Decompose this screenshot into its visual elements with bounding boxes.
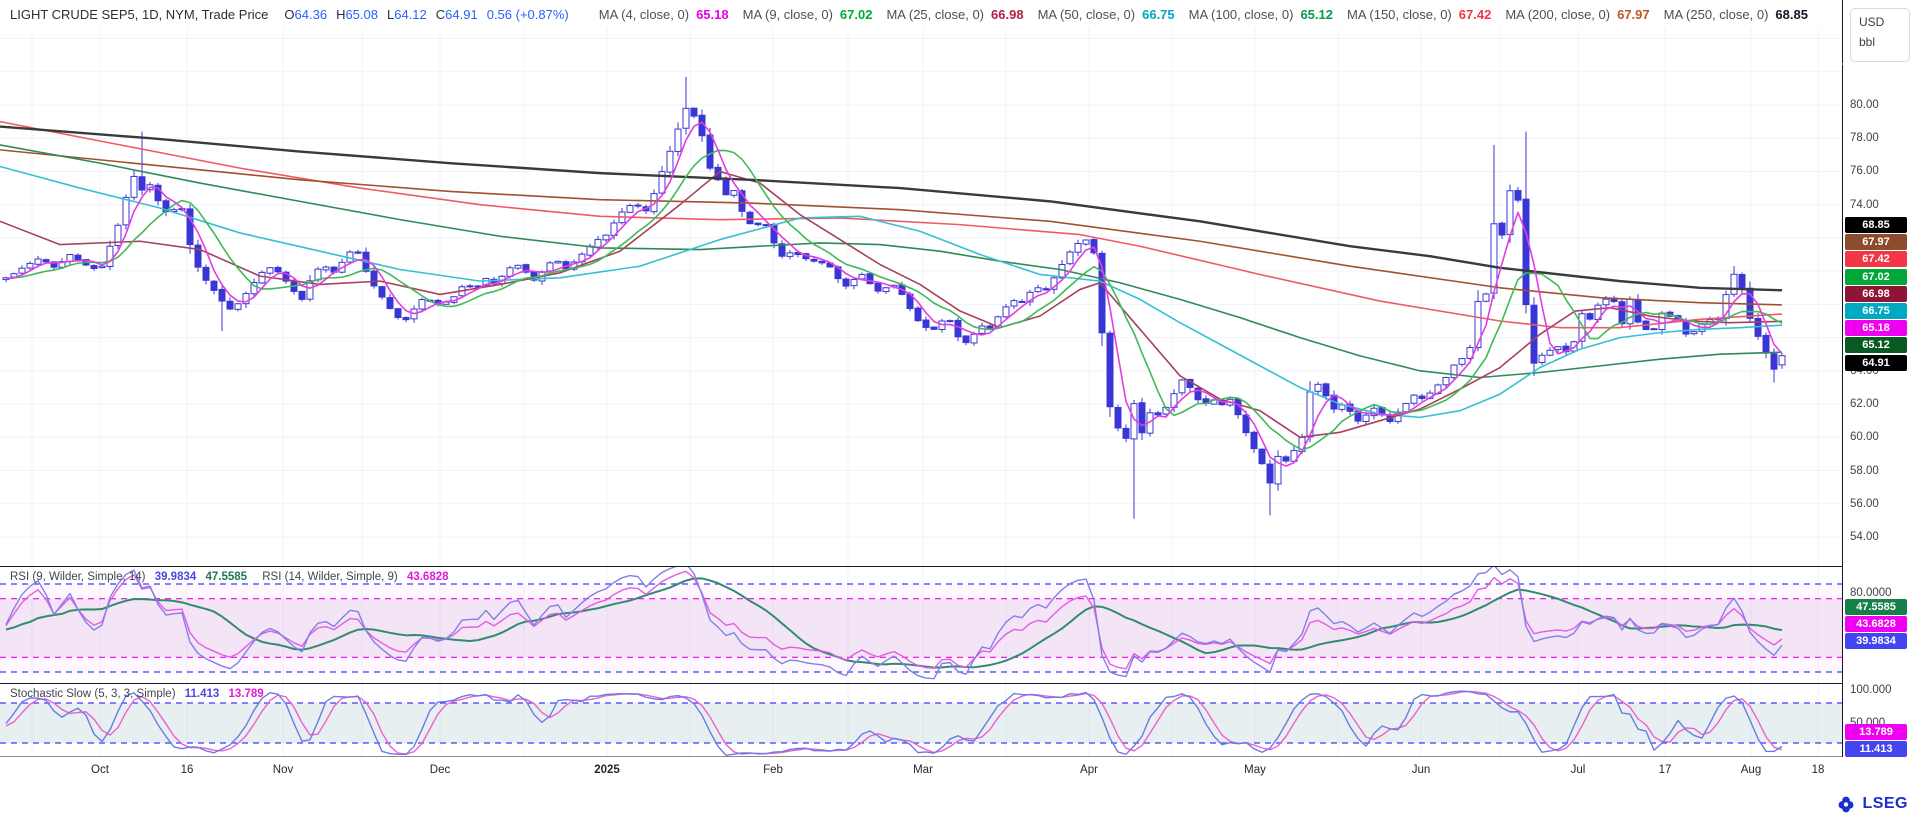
ma-legend-item[interactable]: MA (25, close, 0) 66.98 (886, 6, 1024, 22)
change-readout: 0.56 (+0.87%) (486, 6, 569, 22)
stoch-k-value: 11.413 (184, 688, 220, 700)
time-label: 18 (1811, 764, 1825, 776)
time-label: 16 (180, 764, 194, 776)
rsi-pane (0, 567, 1842, 680)
rsi9-value: 39.9834 (154, 571, 197, 583)
time-label: Feb (763, 764, 783, 776)
ma-legend-item[interactable]: MA (9, close, 0) 67.02 (742, 6, 873, 22)
rsi14-line (5, 570, 1783, 670)
time-label: May (1244, 764, 1266, 776)
time-label: Mar (913, 764, 933, 776)
low-value: L64.12 (387, 6, 427, 22)
chart-legend-bar: LIGHT CRUDE SEP5, 1D, NYM, Trade Price O… (0, 0, 1850, 28)
time-label: Jun (1411, 764, 1431, 776)
ma-legend-item[interactable]: MA (100, close, 0) 65.12 (1188, 6, 1333, 22)
high-value: H65.08 (336, 6, 378, 22)
stochastic-chip: 11.413 (1845, 741, 1907, 757)
price-chip: 65.18 (1845, 320, 1907, 337)
ma-100-line (0, 144, 1783, 379)
price-chip: 66.75 (1845, 303, 1907, 319)
price-chip: 64.91 (1845, 354, 1907, 371)
time-label: Nov (272, 764, 294, 776)
unit-label: bbl (1859, 35, 1876, 49)
time-label: Oct (91, 764, 109, 776)
price-tick: 80.00 (1850, 99, 1879, 111)
time-label: Aug (1740, 764, 1762, 776)
stochastic-chip: 13.789 (1845, 724, 1907, 740)
lseg-logo: LSEG (1835, 793, 1908, 815)
ma-legend-item[interactable]: MA (4, close, 0) 65.18 (598, 6, 729, 22)
price-chip: 68.85 (1845, 217, 1907, 233)
ma-legend-item[interactable]: MA (50, close, 0) 66.75 (1037, 6, 1175, 22)
stochastic-legend-label: Stochastic Slow (5, 3, 3, Simple) (10, 688, 176, 700)
rsi-legend-label: RSI (9, Wilder, Simple, 14) (10, 571, 146, 583)
price-chip: 67.02 (1845, 268, 1907, 285)
time-label: 17 (1658, 764, 1672, 776)
price-chip: 65.12 (1845, 337, 1907, 354)
rsi-legend[interactable]: RSI (9, Wilder, Simple, 14) 39.9834 47.5… (10, 571, 449, 583)
price-tick: 56.00 (1850, 497, 1879, 510)
close-value: C64.91 (435, 6, 478, 22)
price-tick: 60.00 (1850, 431, 1879, 444)
rsi-chip: 47.5585 (1845, 599, 1907, 615)
rsi9-line (5, 567, 1783, 680)
time-label: Apr (1080, 764, 1098, 776)
time-axis[interactable]: Oct 16 Nov Dec 2025 Feb Mar Apr May Jun Jul 17 Aug 18 (0, 757, 1916, 783)
price-tick: 74.00 (1850, 198, 1879, 211)
symbol-title[interactable]: LIGHT CRUDE SEP5, 1D, NYM, Trade Price (10, 6, 269, 22)
rsi14-legend-label: RSI (14, Wilder, Simple, 9) (262, 571, 398, 583)
stoch-d-value: 13.789 (228, 688, 264, 700)
ma-4-line (5, 121, 1783, 467)
rsi-chip: 43.6828 (1845, 616, 1907, 632)
price-tick: 54.00 (1850, 530, 1879, 543)
price-tick: 62.00 (1850, 398, 1879, 411)
price-tick: 76.00 (1850, 165, 1879, 178)
ma-legend-item[interactable]: MA (250, close, 0) 68.85 (1663, 6, 1808, 22)
time-label: 2025 (594, 764, 620, 776)
price-tick: 58.00 (1850, 464, 1879, 477)
moving-average-lines (0, 120, 1783, 467)
open-value: O64.36 (284, 6, 328, 22)
unit-box[interactable]: USD bbl (1850, 8, 1910, 62)
ma-150-line (0, 120, 1783, 329)
lseg-lion-icon (1839, 796, 1854, 813)
time-label: Dec (429, 764, 451, 776)
ma-200-line (0, 149, 1783, 306)
price-chip: 67.97 (1845, 234, 1907, 251)
price-chip: 66.98 (1845, 285, 1907, 302)
price-chip: 67.42 (1845, 251, 1907, 268)
ma-50-line (0, 165, 1783, 419)
ma-legend: MA (4, close, 0) 65.18 MA (9, close, 0) 67.… (585, 7, 1808, 22)
time-label: Jul (1570, 764, 1586, 776)
stochastic-legend[interactable]: Stochastic Slow (5, 3, 3, Simple) 11.413… (10, 688, 264, 700)
ma-legend-item[interactable]: MA (150, close, 0) 67.42 (1346, 6, 1492, 22)
stochastic-k-line (5, 690, 1783, 757)
stochastic-pane (0, 690, 1842, 757)
rsi-chip: 39.9834 (1845, 633, 1907, 649)
currency-label: USD (1859, 15, 1885, 29)
price-tick: 78.00 (1850, 132, 1879, 145)
stochastic-tick: 100.000 (1850, 684, 1892, 696)
ohlc-readout: O64.36 H65.08 L64.12 C64.91 0.56 (+0.87%… (284, 7, 568, 22)
lseg-wordmark: LSEG (1862, 795, 1908, 812)
rsi-tick: 80.0000 (1850, 587, 1892, 599)
candlestick-series (2, 76, 1786, 519)
rsi9-sma14-line (5, 577, 1783, 669)
chart-canvas[interactable] (0, 0, 1916, 790)
ma-legend-item[interactable]: MA (200, close, 0) 67.97 (1505, 6, 1650, 22)
ma-250-line (0, 125, 1783, 292)
rsi9-sma-value: 47.5585 (205, 571, 248, 583)
price-axis[interactable]: 80.00 78.00 76.00 74.00 64.00 62.00 60.00 58.00… (1843, 0, 1916, 757)
rsi14-value: 43.6828 (406, 571, 449, 583)
